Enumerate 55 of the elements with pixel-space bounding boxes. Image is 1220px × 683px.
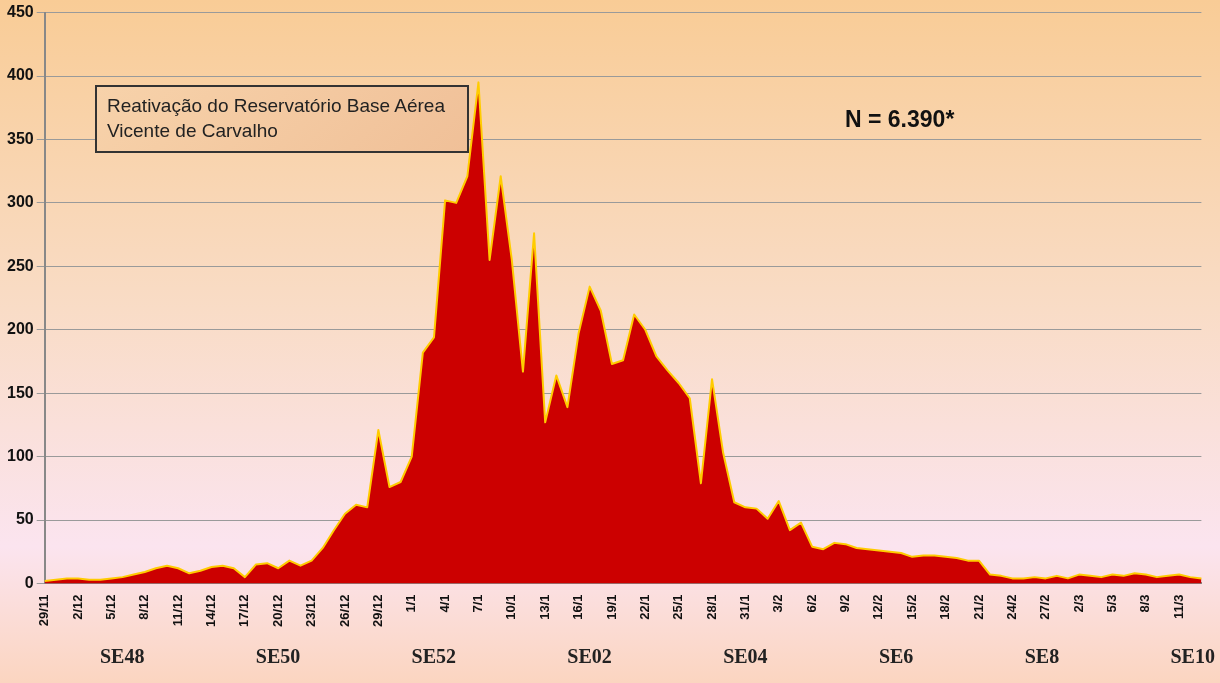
text: SE48 [100,645,145,668]
y-tick-label: 300 [6,193,34,211]
x-tick-label: 3/2 [770,594,786,613]
x-tick-label: 11/12 [169,594,185,627]
y-tick-label: 400 [6,66,34,84]
x-tick-label: 29/12 [369,594,385,628]
x-tick-label: 5/12 [103,594,119,620]
x-tick-label: 8/3 [1137,594,1153,613]
x-tick-label: 21/2 [970,594,986,620]
text: SE02 [567,645,612,668]
annotation: Reativação do Reservatório Base Aérea Vicente de Carvalho [95,85,469,153]
x-tick-label: 17/12 [236,594,252,628]
x-tick-label: 19/1 [603,594,619,620]
x-tick-label: 29/11 [36,594,52,627]
y-tick-label: 250 [6,256,34,274]
x-tick-label: 10/1 [503,594,519,620]
x-tick-label: 12/2 [870,594,886,620]
y-tick-label: 100 [6,447,34,465]
y-tick-label: 50 [15,510,34,528]
y-tick-label: 450 [6,3,34,21]
x-tick-label: 28/1 [703,594,719,620]
text: SE10 [1170,645,1215,668]
x-tick-label: 4/1 [436,594,452,613]
x-tick-label: 1/1 [403,594,419,613]
text: SE04 [723,645,768,668]
x-tick-label: 23/12 [303,594,319,628]
y-tick-label: 150 [6,383,34,401]
text: SE52 [411,645,457,668]
x-tick-label: 13/1 [536,594,552,620]
y-tick-label: 200 [6,320,34,338]
x-tick-label: 11/3 [1170,594,1186,620]
x-tick-label: 20/12 [269,594,285,628]
x-tick-label: 14/12 [203,594,219,628]
x-tick-label: 22/1 [636,594,652,620]
annotation: N = 6.390* [845,106,955,133]
y-tick-label: 0 [24,573,34,591]
x-tick-label: 18/2 [937,594,953,620]
x-tick-label: 26/12 [336,594,352,628]
x-tick-label: 27/2 [1037,594,1053,620]
x-tick-label: 16/1 [570,594,586,620]
x-tick-label: 15/2 [903,594,919,620]
x-tick-label: 24/2 [1003,594,1019,620]
x-tick-label: 2/12 [69,594,85,620]
x-tick-label: 25/1 [670,594,686,620]
x-tick-label: 7/1 [470,594,486,613]
text: SE8 [1024,645,1060,668]
y-tick-label: 350 [6,129,34,147]
x-tick-label: 6/2 [803,594,819,613]
text: SE6 [878,645,914,668]
x-tick-label: 5/3 [1104,594,1119,613]
text: SE50 [255,645,301,668]
x-tick-label: 2/3 [1070,594,1086,613]
x-tick-label: 31/1 [736,594,752,620]
x-tick-label: 8/12 [136,594,152,620]
x-tick-label: 9/2 [837,594,853,613]
